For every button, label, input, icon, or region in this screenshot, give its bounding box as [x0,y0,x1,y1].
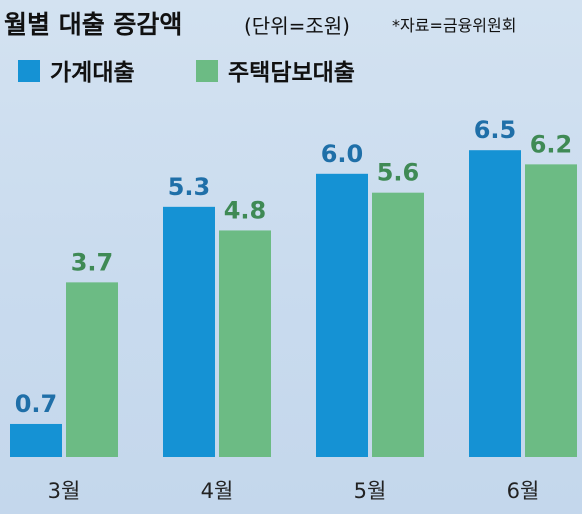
bar-household-4 [469,150,521,457]
value-label-mortgage-4: 6.2 [530,130,573,158]
category-label-3: 5월 [354,479,387,503]
legend-swatch-mortgage [196,60,218,82]
value-label-household-1: 0.7 [15,390,58,418]
category-label-1: 3월 [48,479,81,503]
bar-household-1 [10,423,62,457]
bar-mortgage-1 [66,282,118,457]
category-labels-group: 3월 4월 5월 6월 [48,479,540,503]
value-label-household-2: 5.3 [168,173,211,201]
bar-mortgage-2 [219,230,271,457]
category-label-2: 4월 [201,479,234,503]
value-label-mortgage-2: 4.8 [224,196,267,224]
value-label-mortgage-3: 5.6 [377,159,420,187]
source-note: *자료=금융위원회 [392,16,516,35]
value-labels-group: 0.7 3.7 5.3 4.8 6.0 5.6 6.5 6.2 [15,116,573,418]
bar-mortgage-3 [372,192,424,457]
value-label-mortgage-1: 3.7 [71,248,114,276]
value-label-household-3: 6.0 [321,140,364,168]
value-label-household-4: 6.5 [474,116,517,144]
bar-household-2 [163,206,215,457]
unit-label: (단위=조원) [244,14,350,38]
bar-mortgage-4 [525,164,577,458]
bars-group [10,150,577,458]
chart-title: 월별 대출 증감액 [4,10,182,39]
legend-label-household: 가계대출 [50,60,135,86]
category-label-4: 6월 [507,479,540,503]
bar-household-3 [316,173,368,458]
legend-label-mortgage: 주택담보대출 [228,60,355,86]
legend-swatch-household [18,60,40,82]
